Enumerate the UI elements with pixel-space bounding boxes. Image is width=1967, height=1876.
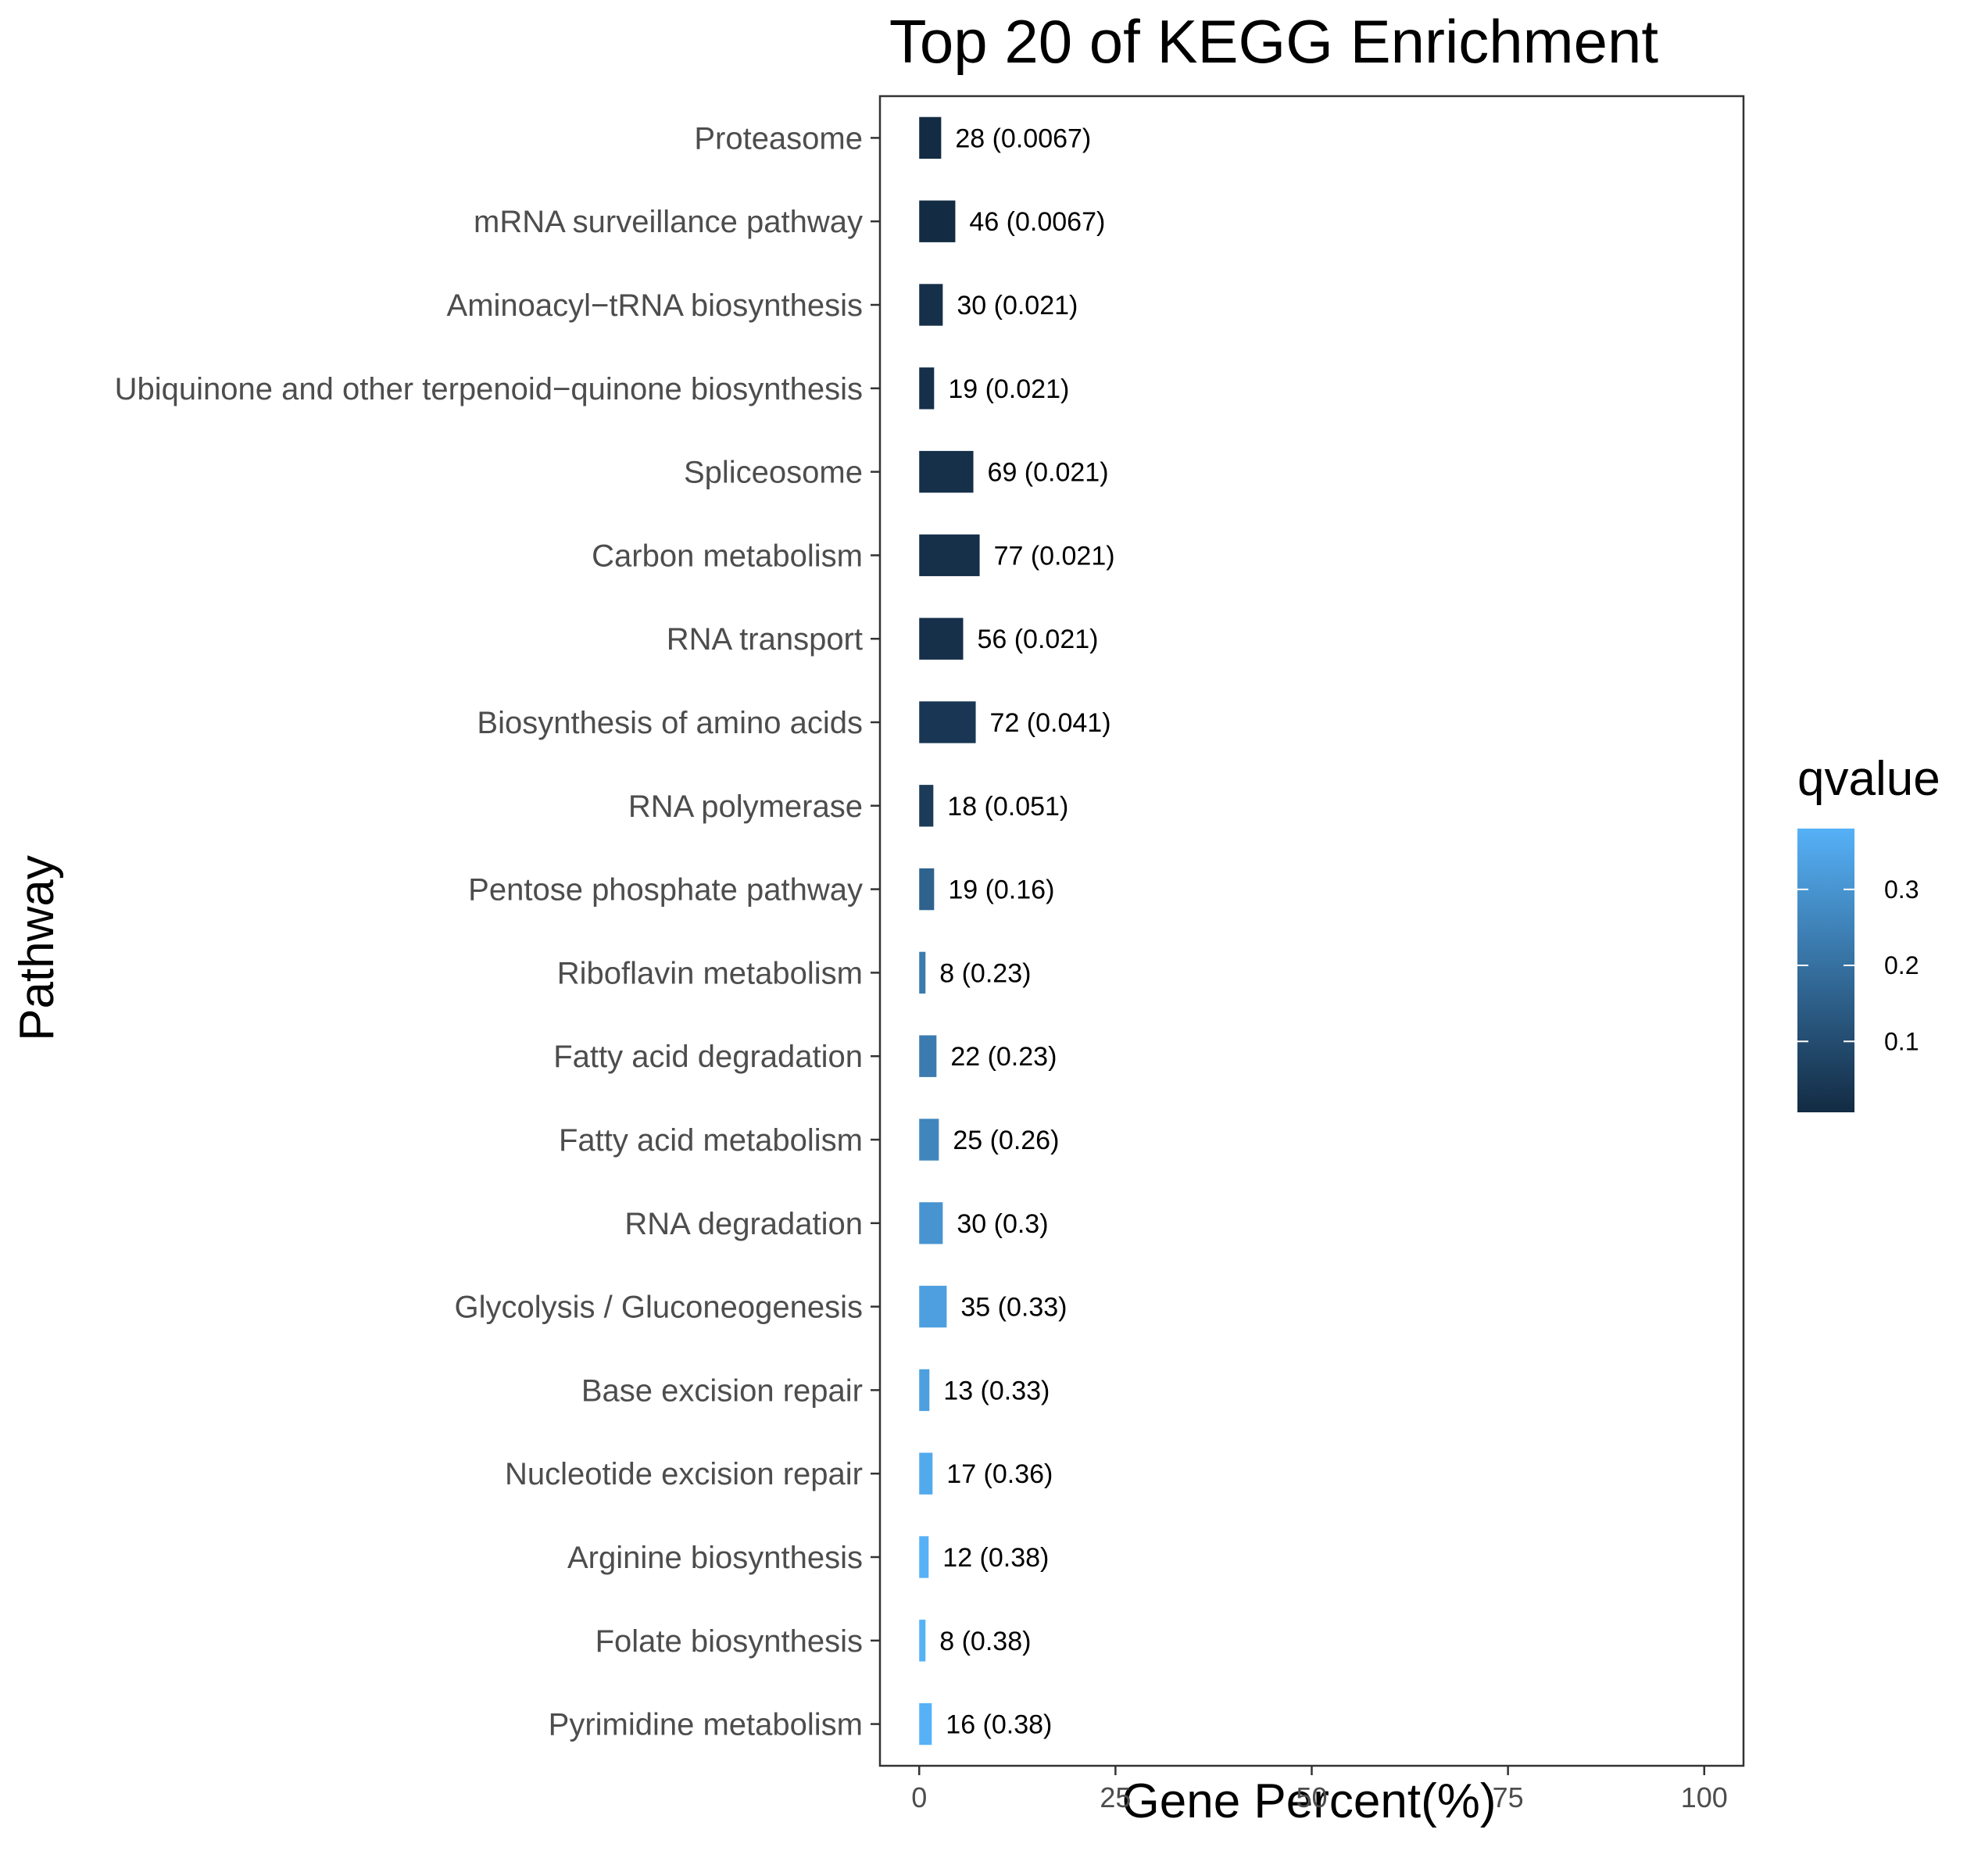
bar-data-label: 19 (0.16) [948, 875, 1054, 905]
y-tick-label: Arginine biosynthesis [567, 1541, 863, 1575]
bar [919, 1202, 943, 1244]
legend-tick-label: 0.1 [1884, 1027, 1919, 1055]
bar [919, 367, 935, 410]
y-tick-label: Ubiquinone and other terpenoid−quinone b… [115, 372, 863, 406]
bar-data-label: 8 (0.23) [939, 958, 1031, 988]
bar-data-label: 46 (0.0067) [969, 207, 1105, 237]
bar-data-label: 30 (0.021) [957, 291, 1078, 320]
y-tick-label: Proteasome [694, 121, 863, 156]
y-tick-label: Folate biosynthesis [595, 1624, 863, 1659]
legend-tick-label: 0.3 [1884, 875, 1919, 904]
x-axis: 0 25 50 75 100 [911, 1766, 1728, 1813]
legend-ticks: 0.1 0.2 0.3 [1797, 875, 1919, 1055]
y-tick-label: Biosynthesis of amino acids [477, 706, 863, 740]
legend-colorbar [1797, 829, 1854, 1112]
y-axis-title: Pathway [10, 855, 64, 1041]
bar [919, 1285, 947, 1328]
y-tick-label: Base excision repair [581, 1373, 863, 1408]
bar-data-label: 18 (0.051) [947, 792, 1068, 822]
bar-data-label: 12 (0.38) [942, 1543, 1049, 1573]
y-tick-label: RNA degradation [624, 1207, 863, 1241]
bar [919, 951, 926, 994]
bar [919, 1119, 939, 1161]
x-axis-title: Gene Percent(%) [1122, 1774, 1497, 1828]
bar-data-label: 25 (0.26) [953, 1126, 1059, 1155]
bar [919, 1452, 933, 1495]
bar-data-label: 13 (0.33) [943, 1376, 1050, 1405]
y-tick-label: mRNA surveillance pathway [474, 205, 863, 239]
y-tick-label: RNA transport [667, 622, 863, 657]
bar-data-label: 72 (0.041) [990, 708, 1111, 738]
bar [919, 618, 964, 660]
bar [919, 701, 976, 743]
y-tick-label: RNA polymerase [628, 789, 863, 824]
bar [919, 868, 935, 911]
bar [919, 116, 942, 159]
y-tick-label: Glycolysis / Gluconeogenesis [455, 1291, 863, 1325]
bar-data-label: 28 (0.0067) [955, 124, 1091, 153]
x-tick-label: 75 [1493, 1781, 1524, 1813]
y-tick-label: Pentose phosphate pathway [468, 873, 863, 908]
bar [919, 1536, 929, 1578]
y-tick-label: Nucleotide excision repair [505, 1457, 863, 1491]
y-tick-label: Spliceosome [684, 456, 863, 490]
x-tick-label: 0 [911, 1781, 927, 1813]
bar-data-label: 35 (0.33) [960, 1293, 1067, 1323]
bar-data-label: 77 (0.021) [994, 541, 1115, 571]
bar [919, 785, 934, 827]
x-tick-label: 25 [1100, 1781, 1131, 1813]
y-tick-label: Carbon metabolism [592, 539, 863, 573]
legend-tick-label: 0.2 [1884, 951, 1919, 979]
bar-data-label: 56 (0.021) [977, 625, 1098, 654]
y-tick-label: Fatty acid metabolism [559, 1123, 863, 1158]
y-tick-label: Fatty acid degradation [553, 1040, 863, 1074]
y-tick-label: Riboflavin metabolism [557, 956, 863, 990]
plot-panel-border [878, 95, 1745, 1767]
legend-title: qvalue [1797, 752, 1940, 806]
qvalue-legend: qvalue 0.1 0.2 0.3 [1797, 752, 1940, 1112]
bars-layer: 28 (0.0067) 46 (0.0067) 30 (0.021) 19 (0.02… [919, 116, 1115, 1745]
bar-data-label: 30 (0.3) [957, 1209, 1048, 1239]
bar-data-label: 69 (0.021) [988, 458, 1109, 488]
bar-data-label: 22 (0.23) [950, 1042, 1057, 1072]
y-axis: Proteasome mRNA surveillance pathway Amino… [115, 121, 880, 1742]
bar [919, 450, 974, 493]
y-tick-label: Aminoacyl−tRNA biosynthesis [447, 288, 863, 323]
x-tick-label: 50 [1296, 1781, 1327, 1813]
bar [919, 1035, 937, 1077]
bar-data-label: 17 (0.36) [946, 1459, 1053, 1489]
bar [919, 1702, 932, 1745]
chart-title: Top 20 of KEGG Enrichment [889, 7, 1658, 76]
bar [919, 1620, 926, 1662]
y-tick-label: Pyrimidine metabolism [549, 1708, 863, 1742]
bar-data-label: 16 (0.38) [946, 1710, 1052, 1740]
bar-data-label: 8 (0.38) [939, 1627, 1031, 1656]
bar [919, 200, 956, 242]
x-tick-label: 100 [1681, 1781, 1728, 1813]
bar [919, 1369, 930, 1412]
bar [919, 534, 980, 577]
bar-data-label: 19 (0.021) [948, 374, 1069, 404]
bar [919, 284, 943, 326]
